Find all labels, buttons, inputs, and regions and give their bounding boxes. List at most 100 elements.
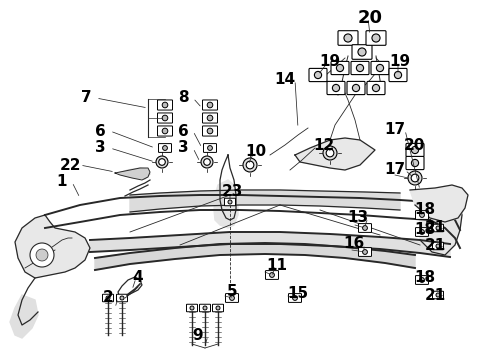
Text: 7: 7 xyxy=(81,90,91,105)
Text: 17: 17 xyxy=(385,122,406,138)
Text: 20: 20 xyxy=(358,9,383,27)
Circle shape xyxy=(30,243,54,267)
Circle shape xyxy=(436,244,440,248)
Circle shape xyxy=(293,296,297,300)
Circle shape xyxy=(190,306,194,310)
FancyBboxPatch shape xyxy=(366,31,386,45)
Polygon shape xyxy=(214,180,238,228)
Text: 4: 4 xyxy=(133,270,143,285)
FancyBboxPatch shape xyxy=(157,113,172,123)
Text: 19: 19 xyxy=(390,54,411,69)
Circle shape xyxy=(162,102,168,108)
Polygon shape xyxy=(95,243,415,270)
Circle shape xyxy=(207,128,213,134)
Text: 12: 12 xyxy=(314,138,335,153)
FancyBboxPatch shape xyxy=(433,224,443,232)
Polygon shape xyxy=(90,232,450,257)
Circle shape xyxy=(352,84,360,91)
Circle shape xyxy=(372,34,380,42)
FancyBboxPatch shape xyxy=(202,126,218,136)
FancyBboxPatch shape xyxy=(352,45,372,59)
Circle shape xyxy=(270,273,274,278)
Circle shape xyxy=(436,226,440,230)
Polygon shape xyxy=(10,295,38,338)
Circle shape xyxy=(419,213,424,217)
FancyBboxPatch shape xyxy=(351,62,369,75)
Circle shape xyxy=(332,84,340,91)
FancyBboxPatch shape xyxy=(187,304,197,312)
FancyBboxPatch shape xyxy=(203,144,217,152)
FancyBboxPatch shape xyxy=(416,228,428,237)
FancyBboxPatch shape xyxy=(406,156,424,170)
FancyBboxPatch shape xyxy=(224,198,236,206)
FancyBboxPatch shape xyxy=(347,81,365,95)
Text: 18: 18 xyxy=(415,270,436,285)
FancyBboxPatch shape xyxy=(327,81,345,95)
Circle shape xyxy=(246,161,254,169)
FancyBboxPatch shape xyxy=(202,113,218,123)
FancyBboxPatch shape xyxy=(202,100,218,110)
Circle shape xyxy=(36,249,48,261)
Text: 1: 1 xyxy=(57,175,67,189)
Circle shape xyxy=(120,296,124,300)
Text: 16: 16 xyxy=(343,237,365,252)
Text: 13: 13 xyxy=(347,211,368,225)
Circle shape xyxy=(204,159,210,165)
FancyBboxPatch shape xyxy=(102,294,114,302)
Circle shape xyxy=(363,249,368,255)
Text: 15: 15 xyxy=(288,285,309,301)
Polygon shape xyxy=(420,195,462,255)
Polygon shape xyxy=(118,168,150,179)
Circle shape xyxy=(162,128,168,134)
Circle shape xyxy=(412,147,418,154)
Circle shape xyxy=(216,306,220,310)
FancyBboxPatch shape xyxy=(416,211,428,219)
FancyBboxPatch shape xyxy=(433,291,443,299)
Circle shape xyxy=(163,145,168,150)
Circle shape xyxy=(394,71,402,78)
Text: 9: 9 xyxy=(193,328,203,343)
Text: 3: 3 xyxy=(95,140,105,156)
Text: 3: 3 xyxy=(178,140,188,156)
Circle shape xyxy=(207,115,213,121)
FancyBboxPatch shape xyxy=(359,248,371,256)
Text: 20: 20 xyxy=(403,138,425,153)
FancyBboxPatch shape xyxy=(371,62,389,75)
Polygon shape xyxy=(130,190,400,212)
Text: 5: 5 xyxy=(227,284,237,300)
Text: 18: 18 xyxy=(415,222,436,238)
Polygon shape xyxy=(410,185,468,222)
Circle shape xyxy=(201,156,213,168)
FancyBboxPatch shape xyxy=(199,304,211,312)
FancyBboxPatch shape xyxy=(289,294,301,302)
Text: 23: 23 xyxy=(221,184,243,199)
Circle shape xyxy=(419,230,424,234)
FancyBboxPatch shape xyxy=(157,100,172,110)
Text: 11: 11 xyxy=(267,257,288,273)
Text: 8: 8 xyxy=(178,90,188,105)
FancyBboxPatch shape xyxy=(331,62,349,75)
Text: 22: 22 xyxy=(59,158,81,172)
Circle shape xyxy=(228,200,232,204)
FancyBboxPatch shape xyxy=(225,294,239,302)
Circle shape xyxy=(106,296,110,300)
Circle shape xyxy=(208,145,212,150)
Text: 6: 6 xyxy=(95,123,105,139)
Circle shape xyxy=(408,171,422,185)
FancyBboxPatch shape xyxy=(359,224,371,233)
Polygon shape xyxy=(15,215,90,278)
FancyBboxPatch shape xyxy=(158,144,172,152)
Circle shape xyxy=(412,159,418,167)
FancyBboxPatch shape xyxy=(367,81,385,95)
Text: 17: 17 xyxy=(385,162,406,177)
Circle shape xyxy=(156,156,168,168)
Circle shape xyxy=(356,64,364,72)
FancyBboxPatch shape xyxy=(157,126,172,136)
Circle shape xyxy=(326,149,334,157)
Circle shape xyxy=(159,159,165,165)
Circle shape xyxy=(372,84,380,91)
Polygon shape xyxy=(295,138,375,170)
FancyBboxPatch shape xyxy=(338,31,358,45)
Text: 21: 21 xyxy=(424,238,445,253)
Text: 21: 21 xyxy=(424,288,445,302)
